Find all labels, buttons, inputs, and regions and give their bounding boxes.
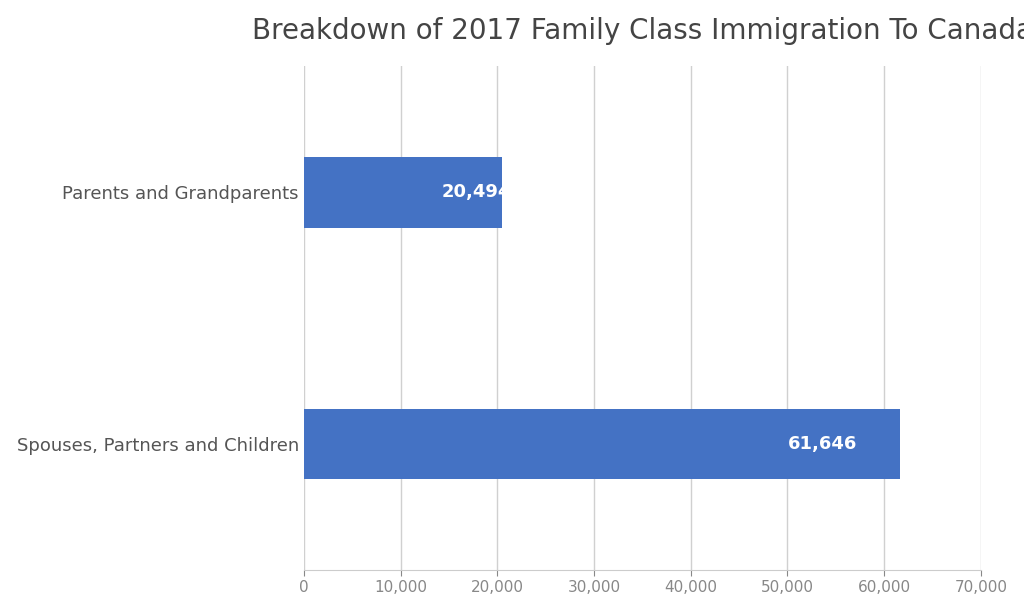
Bar bbox=[304, 157, 502, 228]
Text: 20,494: 20,494 bbox=[441, 184, 511, 201]
Title: Breakdown of 2017 Family Class Immigration To Canada: Breakdown of 2017 Family Class Immigrati… bbox=[252, 17, 1024, 45]
Text: 61,646: 61,646 bbox=[787, 435, 857, 453]
Bar bbox=[304, 409, 900, 479]
